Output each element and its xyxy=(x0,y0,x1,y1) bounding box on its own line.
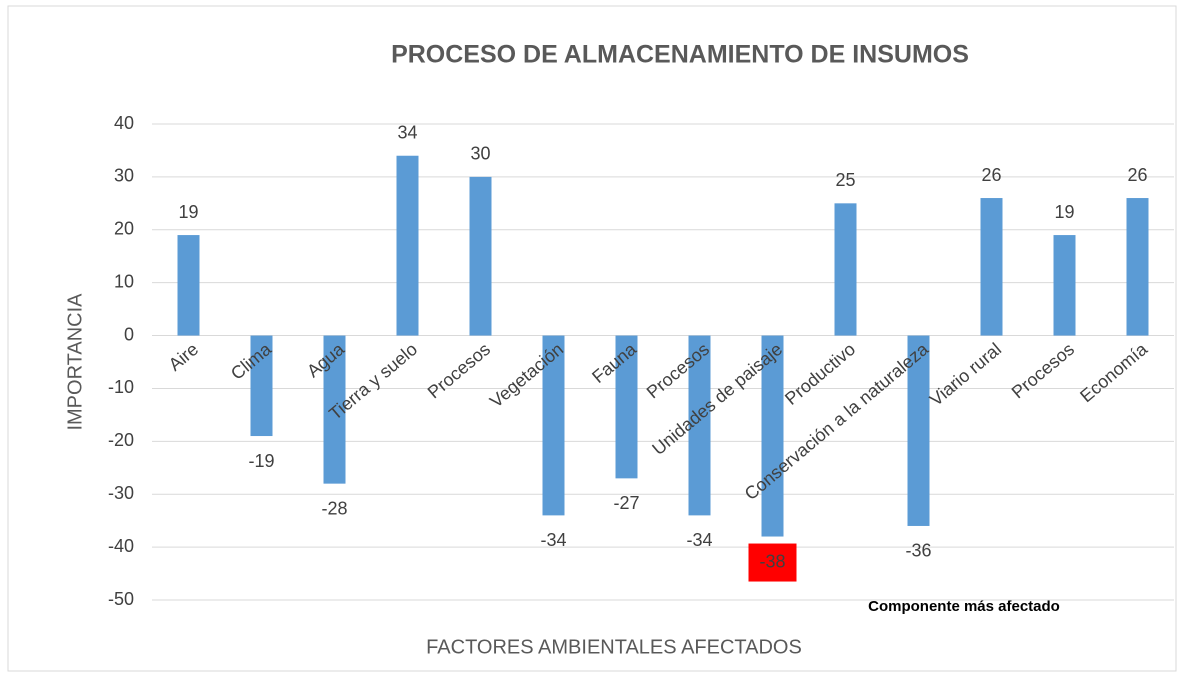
data-label: -38 xyxy=(759,551,785,571)
bar xyxy=(469,176,492,336)
chart-title: PROCESO DE ALMACENAMIENTO DE INSUMOS xyxy=(391,41,969,69)
y-tick-label: 20 xyxy=(114,219,134,239)
y-tick-label: -10 xyxy=(108,377,134,397)
data-label: 30 xyxy=(470,144,490,164)
data-label: 19 xyxy=(1054,202,1074,222)
data-label: 25 xyxy=(835,170,855,190)
bar xyxy=(834,203,857,336)
data-label: 34 xyxy=(397,122,417,142)
bar xyxy=(542,335,565,516)
data-label: -27 xyxy=(613,493,639,513)
y-tick-label: 40 xyxy=(114,113,134,133)
y-tick-label: 30 xyxy=(114,166,134,186)
y-tick-label: -50 xyxy=(108,589,134,609)
x-axis-title: FACTORES AMBIENTALES AFECTADOS xyxy=(426,636,802,658)
bar xyxy=(177,235,200,336)
data-label: 19 xyxy=(178,202,198,222)
bar xyxy=(323,335,346,484)
data-label: -36 xyxy=(905,541,931,561)
highlight-box xyxy=(748,543,797,582)
data-label: 26 xyxy=(981,165,1001,185)
data-label: -28 xyxy=(321,498,347,518)
bar xyxy=(615,335,638,479)
y-tick-label: 10 xyxy=(114,271,134,291)
bar xyxy=(907,335,930,526)
bar xyxy=(688,335,711,516)
chart-frame xyxy=(7,5,1177,672)
y-tick-label: -30 xyxy=(108,483,134,503)
y-tick-label: -40 xyxy=(108,536,134,556)
bar xyxy=(250,335,273,437)
annotation: Componente más afectado xyxy=(868,598,1060,615)
bar xyxy=(1053,235,1076,336)
y-axis-title: IMPORTANCIA xyxy=(64,293,86,431)
bar xyxy=(396,155,419,336)
data-label: 26 xyxy=(1127,165,1147,185)
data-label: -34 xyxy=(686,530,712,550)
y-tick-label: -20 xyxy=(108,430,134,450)
data-label: -19 xyxy=(248,451,274,471)
bar xyxy=(1126,198,1149,336)
bar xyxy=(761,335,784,537)
y-tick-label: 0 xyxy=(124,324,134,344)
data-label: -34 xyxy=(540,530,566,550)
bar xyxy=(980,198,1003,336)
